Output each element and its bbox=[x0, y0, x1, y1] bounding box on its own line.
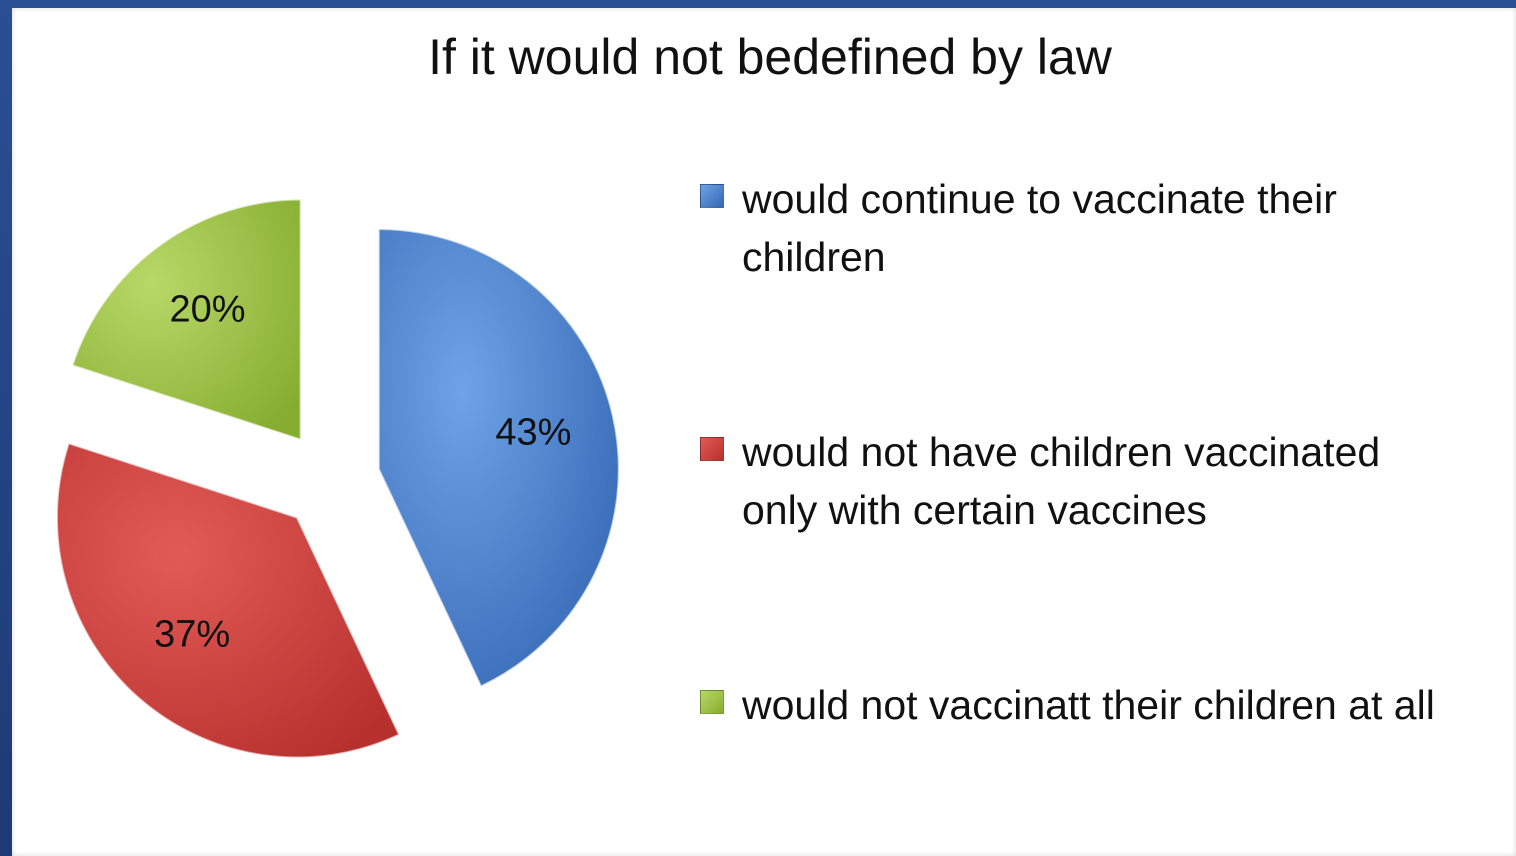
legend-swatch-2 bbox=[700, 690, 724, 714]
legend-label-1: would not have children vaccinated only … bbox=[742, 429, 1381, 533]
pie-slice-1 bbox=[55, 442, 401, 759]
pie-labels: 43% 37% 20% bbox=[154, 288, 571, 655]
pie-slice-label-0: 43% bbox=[495, 412, 571, 454]
legend-swatch-1 bbox=[700, 437, 724, 461]
legend-label-2: would not vaccinatt their children at al… bbox=[742, 682, 1435, 728]
legend-item-2: would not vaccinatt their children at al… bbox=[700, 676, 1516, 734]
pie-slice-label-2: 20% bbox=[169, 288, 245, 330]
pie-slice-0 bbox=[377, 228, 620, 688]
legend-item-1: would not have children vaccinated only … bbox=[700, 423, 1516, 539]
pie-slice-label-1: 37% bbox=[154, 613, 230, 655]
legend-item-0: would continue to vaccinate their childr… bbox=[700, 170, 1516, 286]
pie-chart: 43% 37% 20% bbox=[55, 198, 620, 759]
legend-swatch-0 bbox=[700, 184, 724, 208]
legend: would continue to vaccinate their childr… bbox=[700, 0, 1516, 856]
legend-label-0: would continue to vaccinate their childr… bbox=[742, 176, 1337, 280]
chart-title: If it would not bedefined by law bbox=[428, 29, 1112, 85]
pie-slice-2 bbox=[71, 198, 302, 441]
pie-slices bbox=[55, 198, 620, 759]
